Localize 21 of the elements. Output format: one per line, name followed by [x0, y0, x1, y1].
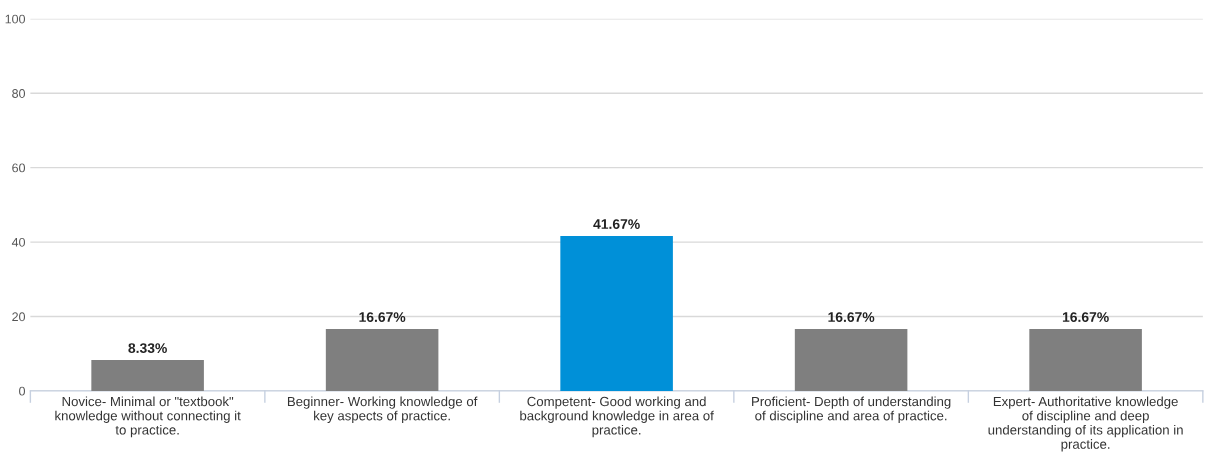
- y-tick-label: 40: [11, 237, 26, 247]
- bar: [91, 359, 204, 391]
- bar: [325, 328, 439, 391]
- y-tick-label: 80: [12, 89, 26, 98]
- y-tick-label: 20: [12, 312, 26, 322]
- y-tick-label: 100: [5, 14, 26, 24]
- data-label: 8.33%: [128, 343, 167, 354]
- x-tick-label: Proficient- Depth of understanding of discipline and area of practice.: [752, 396, 951, 423]
- bar: [560, 235, 673, 391]
- bar: [1029, 328, 1142, 391]
- data-label: 16.67%: [1062, 312, 1109, 322]
- x-tick-label: Expert- Authoritative knowledge of discipline and deep understanding of its application in practice.: [988, 396, 1183, 452]
- y-tick-label: 60: [12, 163, 26, 173]
- x-tick-label: Novice- Minimal or "textbook" knowledge without connecting it to practice.: [55, 396, 241, 438]
- x-tick-label: Competent- Good working and background knowledge in area of practice.: [520, 396, 714, 438]
- bar: [794, 328, 908, 391]
- data-label: 41.67%: [593, 219, 640, 229]
- data-label: 16.67%: [828, 312, 875, 322]
- y-tick-label: 0: [19, 386, 26, 396]
- data-label: 16.67%: [359, 312, 406, 322]
- x-tick-label: Beginner- Working knowledge of key aspects of practice.: [287, 396, 478, 423]
